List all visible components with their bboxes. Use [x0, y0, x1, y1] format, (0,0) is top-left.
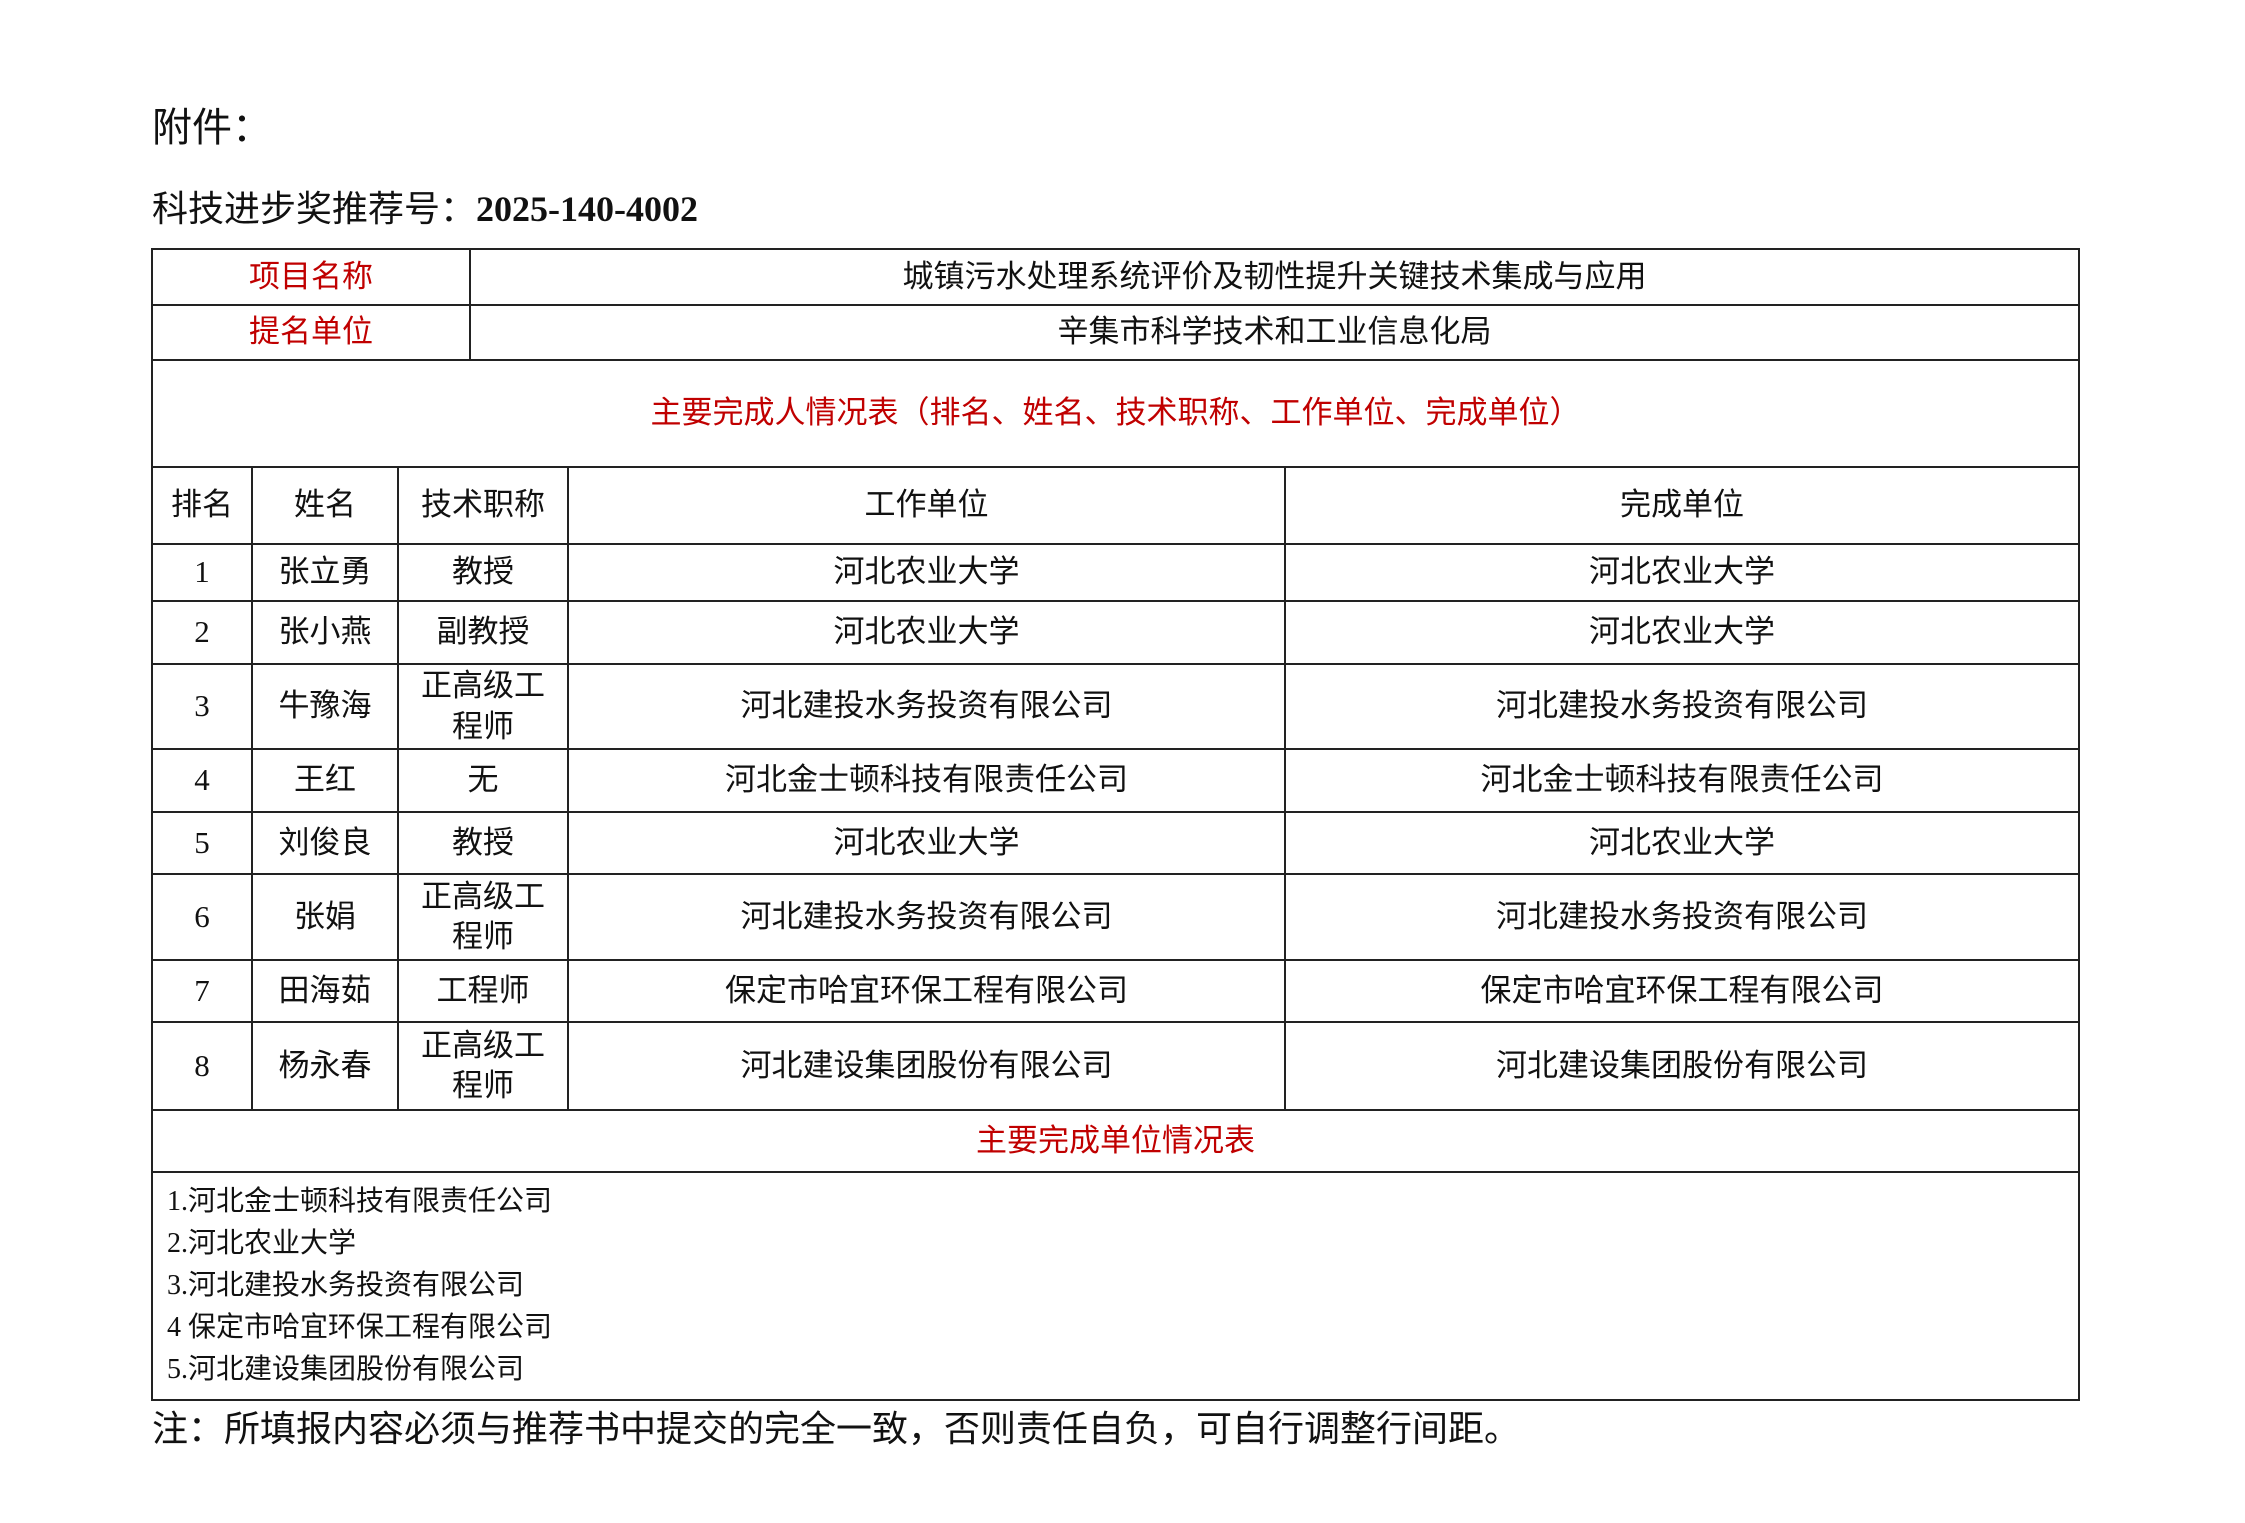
project-value: 城镇污水处理系统评价及韧性提升关键技术集成与应用: [468, 248, 2081, 306]
completion-unit: 河北建投水务投资有限公司: [1283, 873, 2081, 961]
table-row: 2 张小燕 副教授 河北农业大学 河北农业大学: [151, 600, 2081, 665]
table-row: 1 张立勇 教授 河北农业大学 河北农业大学: [151, 543, 2081, 602]
project-label: 项目名称: [151, 248, 471, 306]
unit-item: 2.河北农业大学: [167, 1228, 357, 1259]
name: 张立勇: [251, 543, 399, 602]
header-title: 技术职称: [397, 466, 569, 545]
rank: 5: [151, 811, 253, 875]
attachment-label: 附件：: [152, 105, 272, 151]
title: 教授: [397, 811, 569, 875]
work-unit: 河北农业大学: [567, 600, 1286, 665]
work-unit: 河北农业大学: [567, 811, 1286, 875]
header-name: 姓名: [251, 466, 399, 545]
completion-unit: 保定市哈宜环保工程有限公司: [1283, 959, 2081, 1023]
unit-item: 1.河北金士顿科技有限责任公司: [167, 1186, 553, 1217]
work-unit: 河北建设集团股份有限公司: [567, 1021, 1286, 1111]
rank: 1: [151, 543, 253, 602]
table-row: 5 刘俊良 教授 河北农业大学 河北农业大学: [151, 811, 2081, 875]
header-work: 工作单位: [567, 466, 1286, 545]
title: 教授: [397, 543, 569, 602]
name: 王红: [251, 748, 399, 813]
table-row: 8 杨永春 正高级工程师 河北建设集团股份有限公司 河北建设集团股份有限公司: [151, 1021, 2081, 1111]
rank: 8: [151, 1021, 253, 1111]
rank: 4: [151, 748, 253, 813]
name: 牛豫海: [251, 663, 399, 750]
nominator-label: 提名单位: [151, 304, 471, 361]
work-unit: 河北金士顿科技有限责任公司: [567, 748, 1286, 813]
name: 张小燕: [251, 600, 399, 665]
unit-item: 5.河北建设集团股份有限公司: [167, 1354, 525, 1385]
persons-section-title: 主要完成人情况表（排名、姓名、技术职称、工作单位、完成单位）: [150, 359, 2081, 468]
header-rank: 排名: [151, 466, 253, 545]
nominator-value: 辛集市科学技术和工业信息化局: [468, 304, 2081, 361]
title: 副教授: [397, 600, 569, 665]
work-unit: 河北建投水务投资有限公司: [567, 663, 1286, 750]
rank: 3: [151, 663, 253, 750]
header-row: 排名 姓名 技术职称 工作单位 完成单位: [151, 466, 2081, 545]
completion-unit: 河北金士顿科技有限责任公司: [1283, 748, 2081, 813]
name: 张娟: [251, 873, 399, 961]
completion-unit: 河北建设集团股份有限公司: [1283, 1021, 2081, 1111]
table-row: 7 田海茹 工程师 保定市哈宜环保工程有限公司 保定市哈宜环保工程有限公司: [151, 959, 2081, 1023]
name: 刘俊良: [251, 811, 399, 875]
title: 正高级工程师: [397, 873, 569, 961]
work-unit: 河北建投水务投资有限公司: [567, 873, 1286, 961]
title: 正高级工程师: [397, 663, 569, 750]
table-row: 4 王红无河北金士顿科技有限责任公司 河北金士顿科技有限责任公司: [151, 748, 2081, 813]
project-row: 项目名称 城镇污水处理系统评价及韧性提升关键技术集成与应用: [151, 248, 2081, 306]
title: 工程师: [397, 959, 569, 1023]
completion-unit: 河北农业大学: [1283, 811, 2081, 875]
units-list: 1.河北金士顿科技有限责任公司 2.河北农业大学 3.河北建投水务投资有限公司 …: [150, 1171, 2081, 1401]
recommendation-label: 科技进步奖推荐号：: [152, 189, 477, 229]
recommendation-number-line: 科技进步奖推荐号：2025-140-4002: [152, 180, 698, 232]
award-table: 项目名称 城镇污水处理系统评价及韧性提升关键技术集成与应用 提名单位 辛集市科学…: [150, 248, 2081, 1401]
nominator-row: 提名单位 辛集市科学技术和工业信息化局: [151, 304, 2081, 361]
units-section-title: 主要完成单位情况表: [150, 1109, 2081, 1173]
recommendation-number: 2025-140-4002: [476, 189, 698, 229]
rank: 2: [151, 600, 253, 665]
unit-item: 3.河北建投水务投资有限公司: [167, 1270, 525, 1301]
header-unit: 完成单位: [1283, 466, 2081, 545]
work-unit: 河北农业大学: [567, 543, 1286, 602]
unit-item: 4 保定市哈宜环保工程有限公司: [167, 1312, 553, 1343]
completion-unit: 河北建投水务投资有限公司: [1283, 663, 2081, 750]
rank: 7: [151, 959, 253, 1023]
completion-unit: 河北农业大学: [1283, 543, 2081, 602]
work-unit: 保定市哈宜环保工程有限公司: [567, 959, 1286, 1023]
completion-unit: 河北农业大学: [1283, 600, 2081, 665]
table-row: 6 张娟 正高级工程师 河北建投水务投资有限公司 河北建投水务投资有限公司: [151, 873, 2081, 961]
rank: 6: [151, 873, 253, 961]
footnote: 注：所填报内容必须与推荐书中提交的完全一致，否则责任自负，可自行调整行间距。: [152, 1409, 1521, 1449]
title: 正高级工程师: [397, 1021, 569, 1111]
table-row: 3 牛豫海 正高级工程师 河北建投水务投资有限公司 河北建投水务投资有限公司: [151, 663, 2081, 750]
name: 田海茹: [251, 959, 399, 1023]
title: 无: [397, 748, 569, 813]
name: 杨永春: [251, 1021, 399, 1111]
